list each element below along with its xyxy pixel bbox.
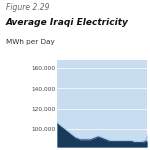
Text: MWh per Day: MWh per Day [6, 39, 55, 45]
Text: Average Iraqi Electricity: Average Iraqi Electricity [6, 18, 129, 27]
Text: Figure 2.29: Figure 2.29 [6, 3, 50, 12]
